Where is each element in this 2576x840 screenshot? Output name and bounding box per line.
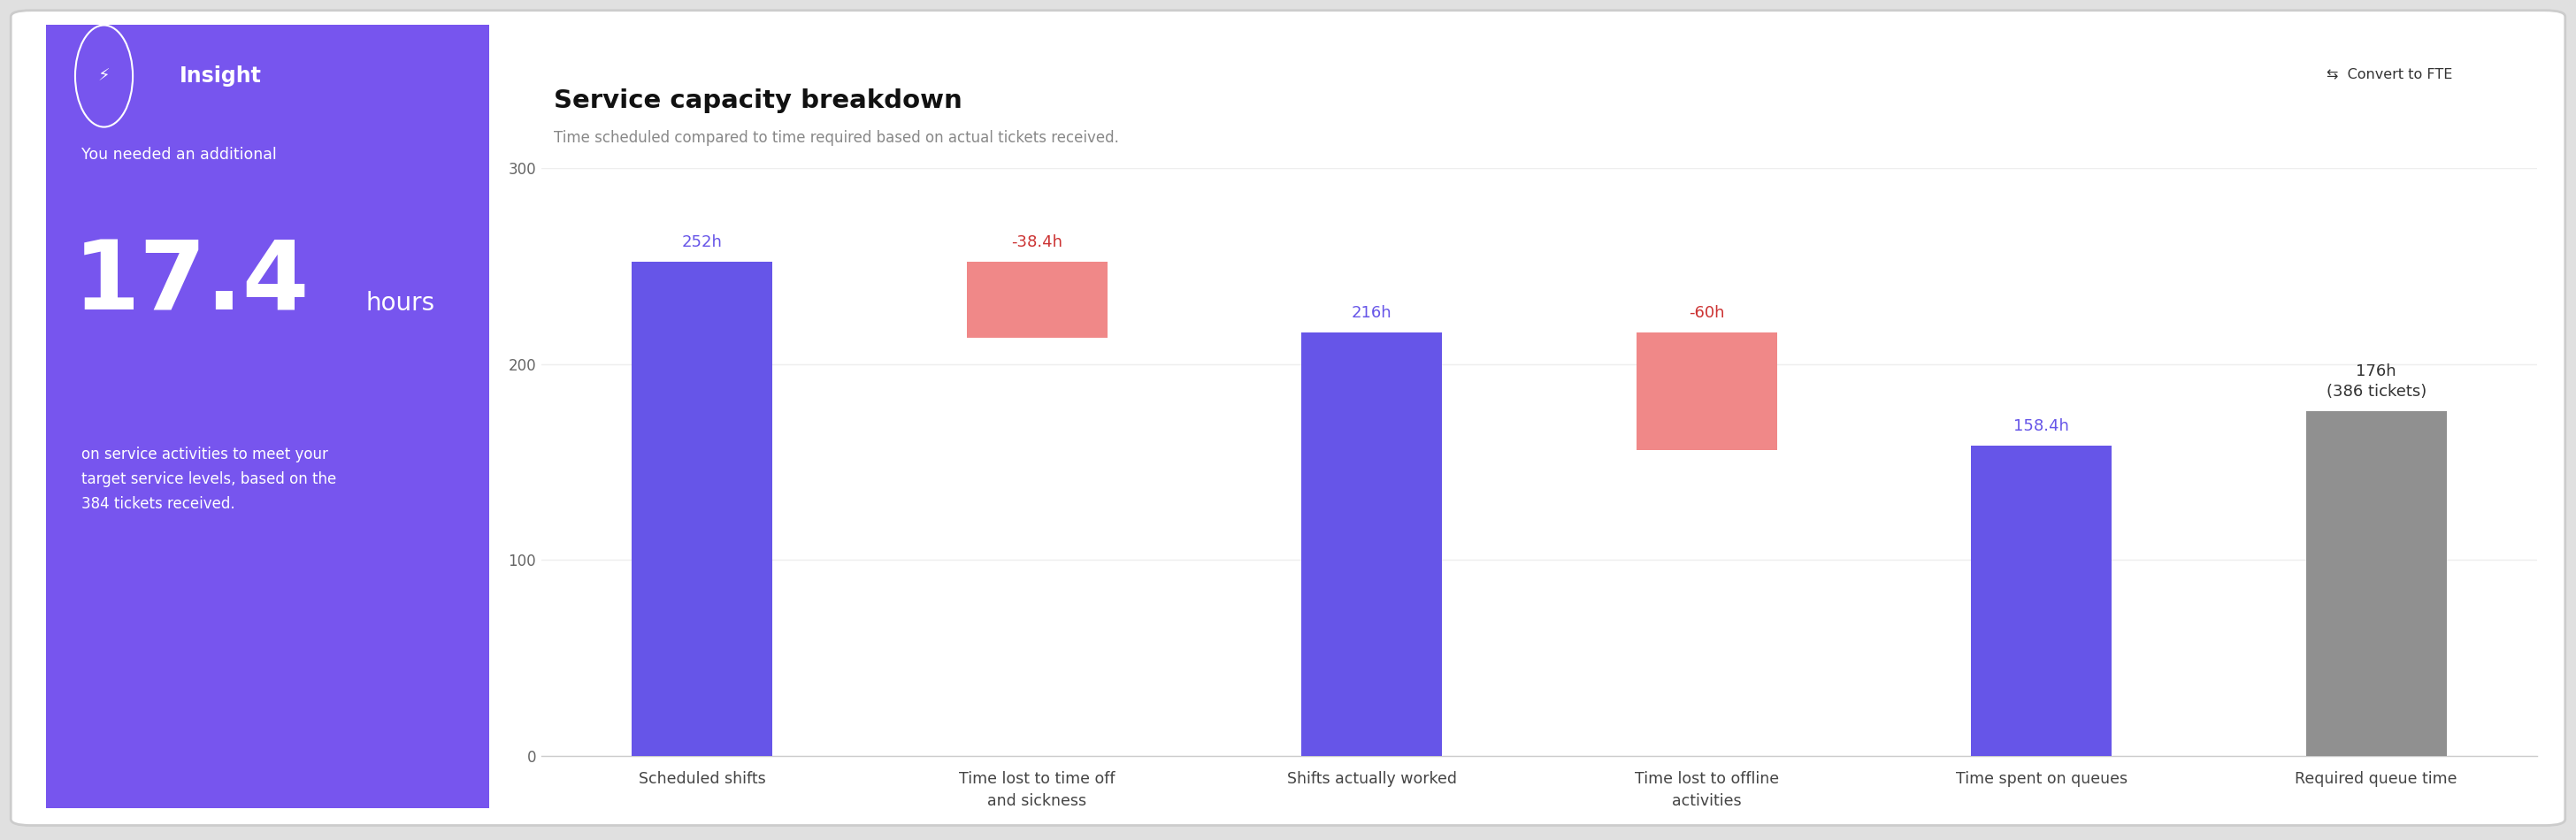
Text: 17.4: 17.4 — [72, 237, 309, 330]
Bar — [1971, 445, 2112, 756]
Text: ⚡: ⚡ — [98, 68, 111, 85]
FancyBboxPatch shape — [2239, 39, 2540, 112]
Text: 252h: 252h — [683, 234, 721, 250]
Text: Insight: Insight — [180, 66, 260, 87]
Bar — [966, 262, 1108, 338]
Bar — [1636, 333, 1777, 450]
Text: 216h: 216h — [1352, 305, 1391, 321]
Text: hours: hours — [366, 291, 435, 316]
Text: 176h
(386 tickets): 176h (386 tickets) — [2326, 364, 2427, 399]
Text: ⇆  Convert to FTE: ⇆ Convert to FTE — [2326, 67, 2452, 81]
Text: Time scheduled compared to time required based on actual tickets received.: Time scheduled compared to time required… — [554, 130, 1118, 146]
Bar — [631, 262, 773, 756]
Text: on service activities to meet your
target service levels, based on the
384 ticke: on service activities to meet your targe… — [82, 447, 337, 512]
FancyBboxPatch shape — [10, 10, 2566, 826]
Text: 158.4h: 158.4h — [2014, 418, 2069, 434]
Bar — [2306, 411, 2447, 756]
Text: Service capacity breakdown: Service capacity breakdown — [554, 88, 963, 113]
Text: -38.4h: -38.4h — [1012, 234, 1061, 250]
Text: -60h: -60h — [1690, 305, 1723, 321]
Bar — [1301, 333, 1443, 756]
Text: You needed an additional: You needed an additional — [82, 146, 278, 162]
FancyBboxPatch shape — [39, 9, 497, 824]
